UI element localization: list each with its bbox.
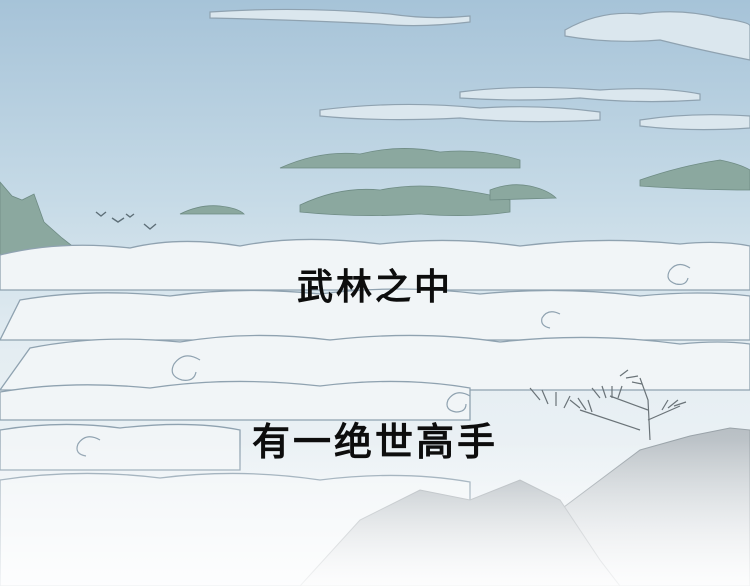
cloud-sea xyxy=(0,238,750,586)
bottom-mist xyxy=(0,440,750,586)
pine-branches xyxy=(529,369,687,441)
upper-clouds xyxy=(209,8,750,131)
caption-line-1: 武林之中 xyxy=(296,267,453,308)
distant-mountains xyxy=(0,148,750,257)
caption-line-2: 有一绝世高手 xyxy=(251,420,498,464)
flying-birds xyxy=(95,211,157,230)
